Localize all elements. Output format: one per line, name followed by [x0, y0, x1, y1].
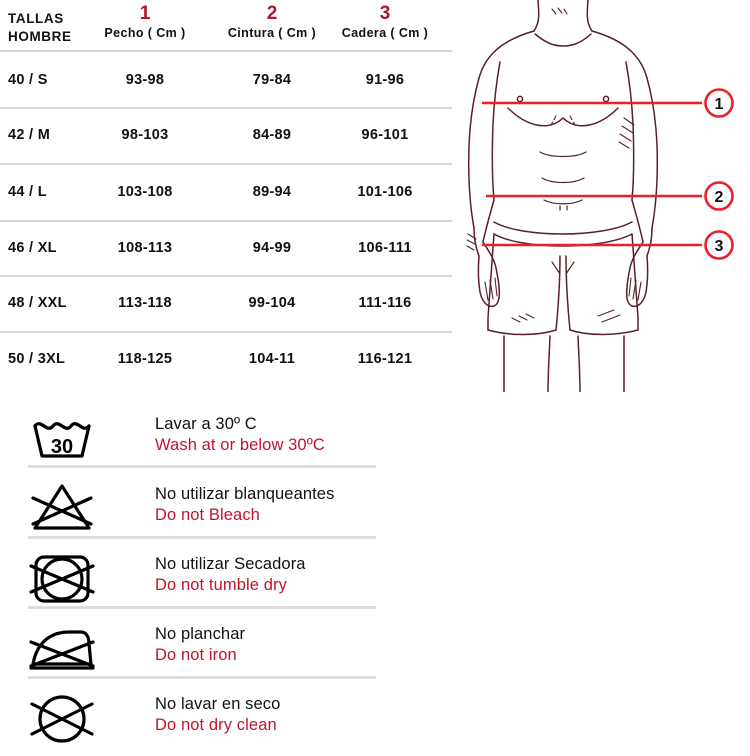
do-not-tumble-dry-icon — [25, 550, 113, 610]
column-number-3: 3 — [379, 3, 391, 24]
callout-number-1: 1 — [715, 96, 724, 113]
cell-waist: 99-104 — [248, 295, 296, 311]
table-divider — [0, 107, 452, 109]
cell-chest: 113-118 — [118, 295, 172, 311]
do-not-iron-icon — [25, 620, 113, 680]
table-divider — [0, 50, 452, 52]
care-row: No utilizar blanqueantes Do not Bleach — [0, 476, 420, 546]
care-text: No lavar en seco Do not dry clean — [155, 694, 415, 736]
care-label-en: Do not Bleach — [155, 506, 260, 524]
column-label-waist: Cintura ( Cm ) — [227, 26, 317, 40]
care-text: No planchar Do not iron — [155, 624, 415, 666]
table-divider — [0, 163, 452, 165]
callout-marker-1: 1 — [704, 88, 734, 118]
cell-waist: 79-84 — [252, 72, 292, 88]
care-text: No utilizar Secadora Do not tumble dry — [155, 554, 415, 596]
care-row: No planchar Do not iron — [0, 616, 420, 686]
callout-marker-3: 3 — [704, 230, 734, 260]
table-divider — [0, 220, 452, 222]
cell-chest: 93-98 — [125, 72, 165, 88]
size-table: TALLAS HOMBRE 1 Pecho ( Cm ) 2 Cintura (… — [0, 0, 455, 392]
column-header-chest: 1 Pecho ( Cm ) — [70, 3, 220, 41]
do-not-bleach-icon — [25, 480, 113, 540]
cell-chest: 118-125 — [117, 351, 173, 367]
care-label-en: Wash at or below 30ºC — [155, 436, 325, 454]
table-title-line2: HOMBRE — [8, 29, 72, 44]
care-label-es: No utilizar Secadora — [155, 555, 306, 573]
table-row: 40 / S 93-98 79-84 91-96 — [0, 58, 455, 108]
callout-marker-2: 2 — [704, 181, 734, 211]
care-label-es: No lavar en seco — [155, 695, 281, 713]
callout-number-3: 3 — [715, 238, 724, 255]
cell-waist: 104-11 — [248, 351, 296, 367]
cell-size: 46 / XL — [8, 240, 57, 256]
column-label-chest: Pecho ( Cm ) — [104, 26, 186, 40]
care-text: No utilizar blanqueantes Do not Bleach — [155, 484, 415, 526]
cell-waist: 89-94 — [252, 184, 292, 200]
cell-hip: 91-96 — [365, 72, 405, 88]
cell-chest: 103-108 — [117, 184, 173, 200]
cell-hip: 96-101 — [361, 127, 409, 143]
care-divider — [28, 465, 376, 468]
table-row: 48 / XXL 113-118 99-104 111-116 — [0, 281, 455, 331]
care-label-es: Lavar a 30º C — [155, 415, 257, 433]
table-title-line1: TALLAS — [8, 11, 64, 26]
cell-hip: 116-121 — [357, 351, 413, 367]
care-label-en: Do not tumble dry — [155, 576, 287, 594]
table-row: 44 / L 103-108 89-94 101-106 — [0, 170, 455, 220]
table-row: 46 / XL 108-113 94-99 106-111 — [0, 226, 455, 276]
care-row: No lavar en seco Do not dry clean — [0, 686, 420, 756]
care-instructions: 30 Lavar a 30º C Wash at or below 30ºC — [0, 400, 420, 750]
cell-size: 50 / 3XL — [8, 351, 66, 367]
cell-size: 44 / L — [8, 184, 47, 200]
care-text: Lavar a 30º C Wash at or below 30ºC — [155, 414, 415, 456]
care-label-en: Do not dry clean — [155, 716, 277, 734]
care-label-es: No utilizar blanqueantes — [155, 485, 335, 503]
callout-number-2: 2 — [715, 189, 724, 206]
cell-size: 40 / S — [8, 72, 48, 88]
column-number-2: 2 — [266, 3, 278, 24]
cell-waist: 84-89 — [252, 127, 292, 143]
care-row: 30 Lavar a 30º C Wash at or below 30ºC — [0, 406, 420, 476]
care-divider — [28, 676, 376, 679]
column-header-hip: 3 Cadera ( Cm ) — [310, 3, 460, 41]
table-divider — [0, 275, 452, 277]
body-measurement-diagram: 1 2 3 — [452, 0, 750, 392]
cell-chest: 108-113 — [117, 240, 173, 256]
column-label-hip: Cadera ( Cm ) — [341, 26, 429, 40]
column-header-waist: 2 Cintura ( Cm ) — [197, 3, 347, 41]
cell-hip: 111-116 — [358, 295, 412, 311]
cell-chest: 98-103 — [121, 127, 169, 143]
column-number-1: 1 — [139, 3, 151, 24]
wash-30-icon: 30 — [25, 410, 113, 470]
care-divider — [28, 606, 376, 609]
wash-temperature-label: 30 — [51, 436, 73, 458]
table-title: TALLAS HOMBRE — [8, 10, 72, 46]
table-row: 42 / M 98-103 84-89 96-101 — [0, 113, 455, 163]
care-label-en: Do not iron — [155, 646, 237, 664]
care-label-es: No planchar — [155, 625, 246, 643]
cell-hip: 101-106 — [357, 184, 413, 200]
cell-size: 48 / XXL — [8, 295, 67, 311]
care-divider — [28, 536, 376, 539]
care-row: No utilizar Secadora Do not tumble dry — [0, 546, 420, 616]
table-header-row: TALLAS HOMBRE 1 Pecho ( Cm ) 2 Cintura (… — [0, 0, 455, 50]
cell-size: 42 / M — [8, 127, 51, 143]
table-row: 50 / 3XL 118-125 104-11 116-121 — [0, 337, 455, 387]
do-not-dry-clean-icon — [25, 690, 113, 750]
cell-hip: 106-111 — [358, 240, 412, 256]
table-divider — [0, 331, 452, 333]
cell-waist: 94-99 — [252, 240, 292, 256]
